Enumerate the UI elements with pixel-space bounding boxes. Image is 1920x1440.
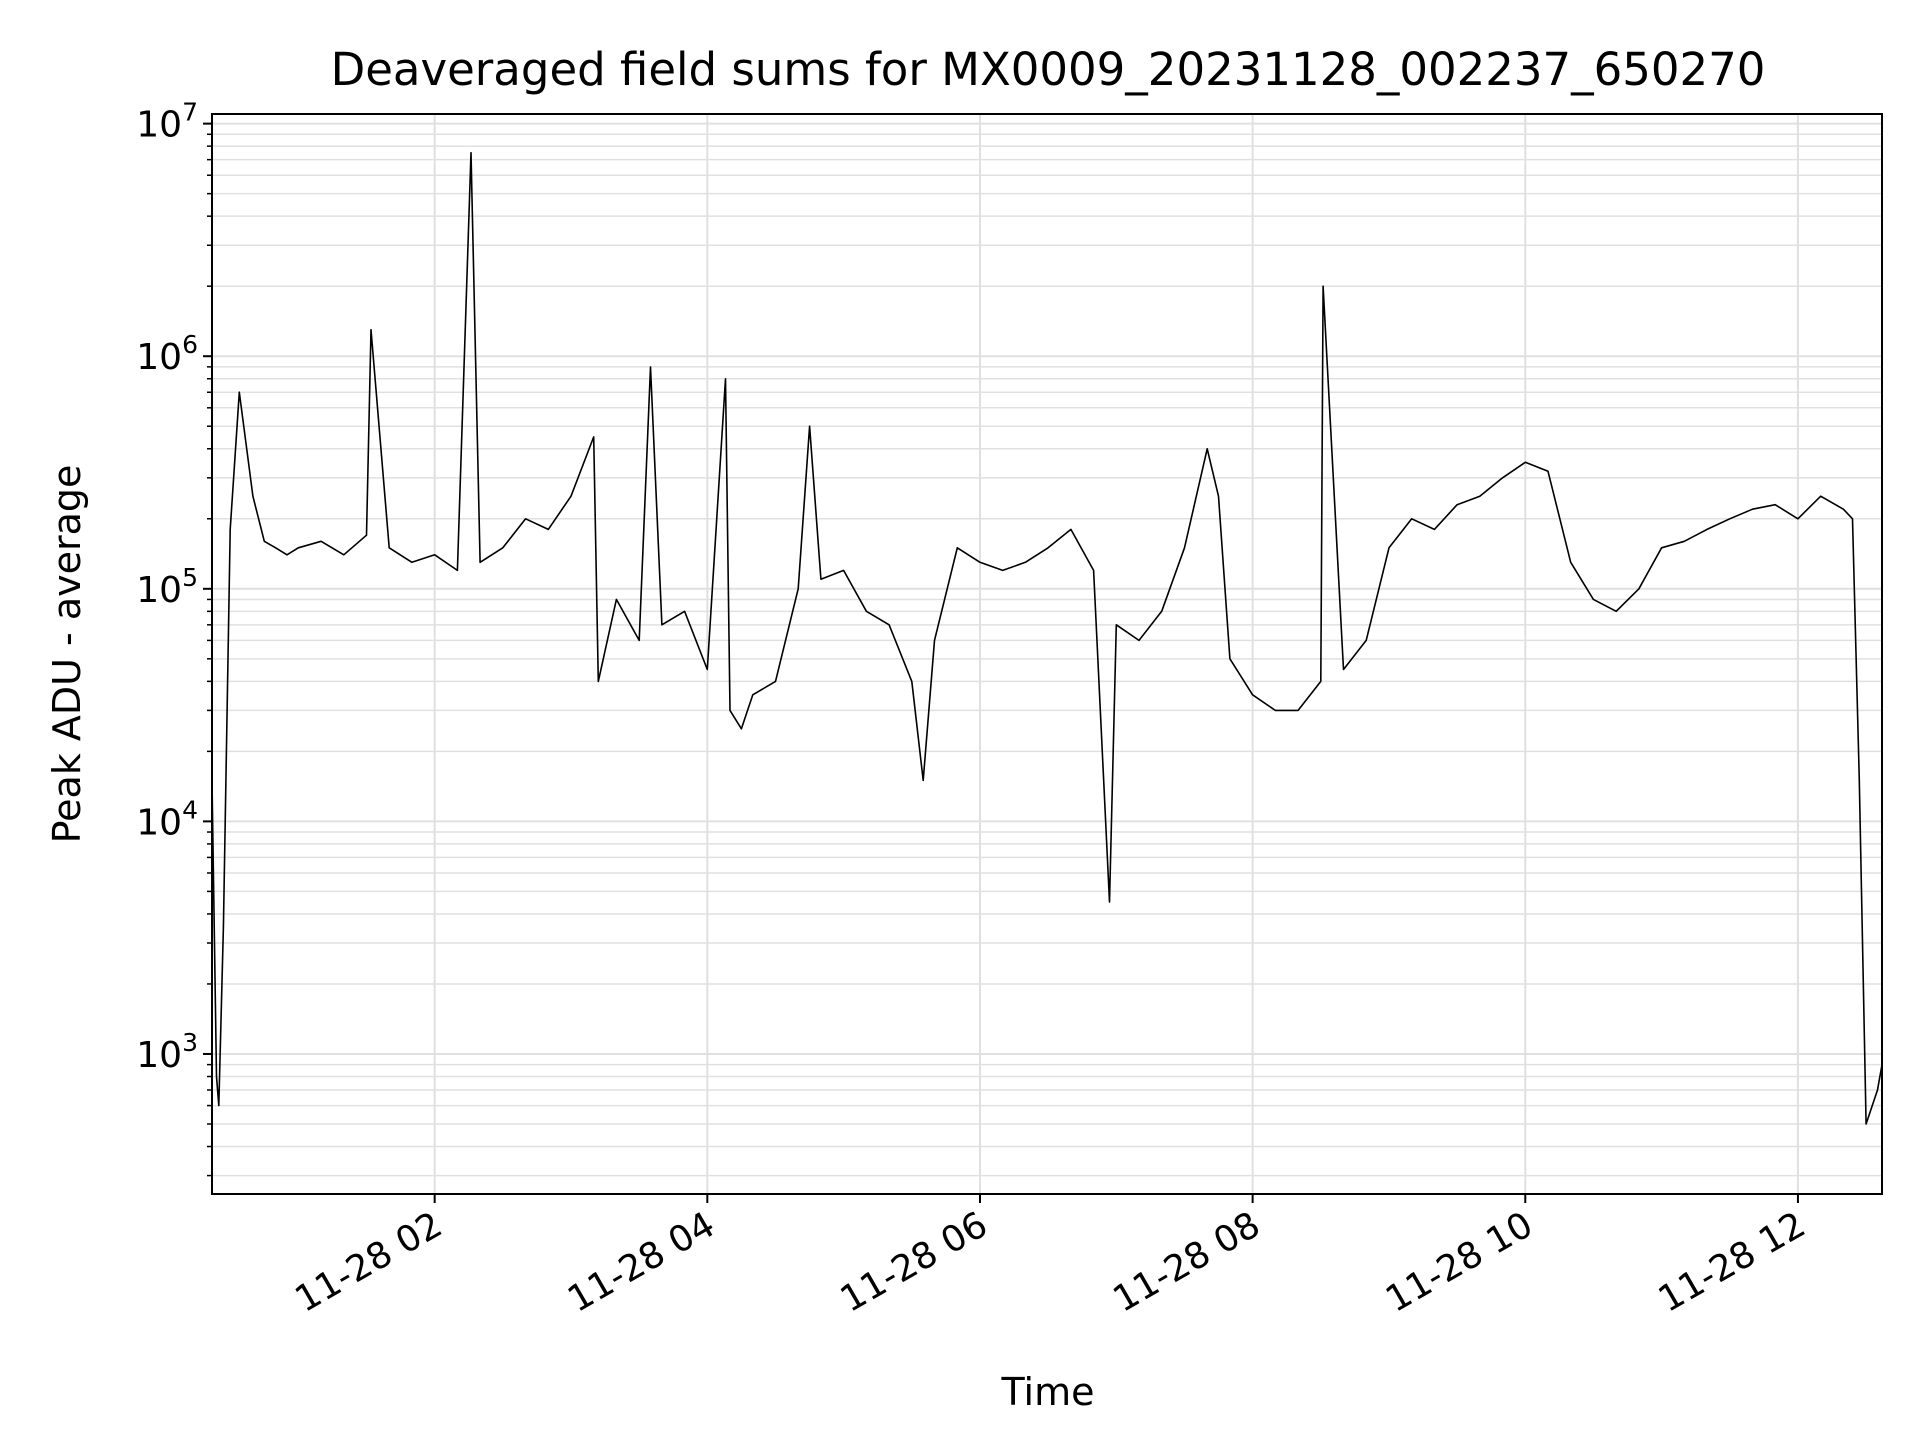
y-tick-label: 104 xyxy=(136,795,198,843)
y-tick-label: 105 xyxy=(136,563,198,611)
grid xyxy=(212,114,1882,1194)
plot-frame xyxy=(211,113,1883,1195)
y-tick-label: 106 xyxy=(136,330,198,378)
x-axis-label: Time xyxy=(1001,1370,1095,1414)
y-tick-label: 107 xyxy=(136,98,198,146)
y-axis-label: Peak ADU - average xyxy=(45,465,89,844)
chart-title: Deaveraged field sums for MX0009_2023112… xyxy=(331,43,1766,96)
y-tick-label: 103 xyxy=(136,1028,198,1076)
y-axis: 103 104 105 106 107 xyxy=(136,98,212,1177)
series-layer xyxy=(211,151,1883,1125)
data-line xyxy=(211,151,1883,1125)
